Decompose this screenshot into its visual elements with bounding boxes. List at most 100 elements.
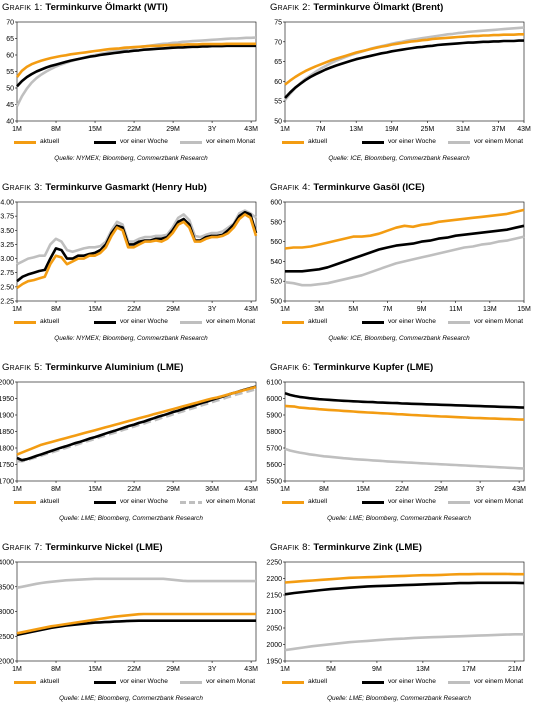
plot-frame — [16, 561, 257, 662]
y-tick-label: 50 — [6, 86, 14, 93]
legend-swatch — [180, 321, 202, 324]
legend-label: vor einem Monat — [206, 138, 256, 145]
series-line-aktuell — [284, 32, 524, 86]
y-tick-label: 5700 — [266, 446, 282, 453]
legend-label: aktuell — [308, 498, 328, 505]
y-tick-label: 13500 — [0, 584, 14, 591]
series-line-aktuell — [16, 213, 258, 290]
series-line-vor-einem-monat — [284, 633, 524, 652]
y-tick-label: 2.75 — [0, 270, 14, 277]
chart-panel-8: Grafik 8: Terminkurve Zink (LME) 1950 2000… — [266, 540, 530, 718]
series-line-aktuell — [284, 208, 525, 250]
x-tick-label: 1M — [12, 306, 22, 313]
y-tick-label: 2000 — [0, 380, 14, 387]
y-tick-label: 65 — [274, 59, 282, 66]
legend-label: vor einem Monat — [474, 498, 524, 505]
chart-title: Grafik 2: Terminkurve Ölmarkt (Brent) — [270, 2, 443, 13]
chart-panel-1: Grafik 1: Terminkurve Ölmarkt (WTI) 40 45 5… — [0, 0, 262, 178]
chart-source: Quelle: ICE, Bloomberg, Commerzbank Rese… — [328, 335, 470, 342]
legend-label: vor einer Woche — [388, 318, 436, 325]
x-tick-label: 37M — [492, 126, 506, 133]
series-line-vor-einem-monat — [17, 388, 257, 463]
legend-label: vor einer Woche — [388, 678, 436, 685]
y-tick-label: 6000 — [266, 396, 282, 403]
chart-name: Terminkurve Zink (LME) — [313, 542, 422, 553]
y-tick-label: 75 — [274, 20, 282, 27]
x-tick-label: 1M — [12, 666, 22, 673]
chart-title: Grafik 5: Terminkurve Aluminium (LME) — [2, 362, 183, 373]
x-tick-label: 1M — [280, 486, 290, 493]
y-tick-label: 500 — [270, 299, 282, 306]
x-tick-label: 1M — [12, 126, 22, 133]
legend-swatch — [180, 141, 202, 144]
y-tick-label: 2050 — [266, 626, 282, 633]
chart-source: Quelle: NYMEX; Bloomberg, Commerzbank Re… — [54, 335, 208, 342]
legend-swatch — [282, 501, 304, 504]
legend-label: vor einem Monat — [474, 138, 524, 145]
x-tick-label: 3Y — [208, 126, 217, 133]
chart-plot: 40 45 50 55 60 65 70 1M 8M 15M 22M 29M 3Y 43M — [6, 20, 258, 134]
legend-swatch — [180, 681, 202, 684]
chart-source: Quelle: LME; Bloomberg, Commerzbank Rese… — [59, 515, 203, 522]
series-line-vor-einer-woche — [285, 224, 525, 273]
chart-number: Grafik 3: — [2, 182, 46, 193]
x-tick-label: 1M — [280, 126, 290, 133]
y-tick-label: 1800 — [0, 446, 14, 453]
plot-frame — [16, 21, 257, 122]
y-tick-label: 2.25 — [0, 299, 14, 306]
x-tick-label: 3M — [314, 306, 324, 313]
chart-plot: 500 520 540 560 580 600 1M 3M 5M 7M 9M 11M 13M 15M — [270, 200, 531, 314]
y-tick-label: 560 — [270, 239, 282, 246]
series-line-vor-einer-woche — [284, 39, 524, 99]
legend-swatch — [14, 141, 36, 144]
chart-plot: 1950 2000 2050 2100 2150 2200 2250 1M 5M 9M 13M 17M… — [266, 560, 525, 673]
chart-name: Terminkurve Ölmarkt (WTI) — [45, 2, 168, 13]
chart-source: Quelle: LME; Bloomberg, Commerzbank Rese… — [59, 695, 203, 702]
series-line-vor-einer-woche — [16, 44, 256, 88]
y-tick-label: 50 — [274, 119, 282, 126]
y-tick-label: 65 — [6, 36, 14, 43]
chart-name: Terminkurve Gasöl (ICE) — [313, 182, 425, 193]
chart-source: Quelle: LME; Bloomberg, Commerzbank Rese… — [327, 695, 471, 702]
y-tick-label: 3.00 — [0, 256, 14, 263]
series-line-vor-einer-woche — [16, 619, 256, 637]
chart-plot: 12000 12500 13000 13500 14000 1M 8M 15M 22M 29M 3Y… — [0, 560, 258, 674]
legend-swatch — [14, 321, 36, 324]
chart-title: Grafik 3: Terminkurve Gasmarkt (Henry Hu… — [2, 182, 207, 193]
chart-number: Grafik 6: — [270, 362, 314, 373]
x-tick-label: 29M — [166, 306, 180, 313]
x-tick-label: 9M — [372, 666, 382, 673]
chart-plot: 1700 1750 1800 1850 1900 1950 2000 1M 8M 15M 22M 29… — [0, 380, 258, 494]
chart-source: Quelle: LME; Bloomberg, Commerzbank Rese… — [327, 515, 471, 522]
x-tick-label: 43M — [244, 306, 258, 313]
legend-swatch — [282, 321, 304, 324]
legend-swatch — [282, 681, 304, 684]
legend-label: vor einer Woche — [120, 318, 168, 325]
x-tick-label: 29M — [166, 666, 180, 673]
series-line-vor-einem-monat — [284, 235, 525, 287]
series-line-vor-einer-woche — [284, 581, 525, 596]
x-tick-label: 1M — [280, 306, 290, 313]
x-tick-label: 8M — [51, 126, 61, 133]
legend-label: aktuell — [40, 498, 60, 505]
x-tick-label: 5M — [326, 666, 336, 673]
x-tick-label: 15M — [88, 126, 102, 133]
chart-panel-5: Grafik 5: Terminkurve Aluminium (LME) 170… — [0, 360, 262, 538]
y-tick-label: 1950 — [266, 659, 282, 666]
legend-swatch — [14, 681, 36, 684]
chart-number: Grafik 7: — [2, 542, 46, 553]
y-tick-label: 2150 — [266, 593, 282, 600]
y-tick-label: 13000 — [0, 609, 14, 616]
legend-swatch — [448, 501, 470, 504]
legend-swatch — [362, 321, 384, 324]
y-tick-label: 1900 — [0, 413, 14, 420]
legend-label: vor einer Woche — [120, 138, 168, 145]
chart-source: Quelle: NYMEX; Bloomberg, Commerzbank Re… — [54, 155, 208, 162]
x-tick-label: 15M — [88, 486, 102, 493]
legend-swatch — [94, 321, 116, 324]
x-tick-label: 17M — [462, 666, 476, 673]
legend-label: vor einem Monat — [206, 678, 256, 685]
y-tick-label: 600 — [270, 200, 282, 207]
x-tick-label: 5M — [348, 306, 358, 313]
y-tick-label: 12500 — [0, 634, 14, 641]
